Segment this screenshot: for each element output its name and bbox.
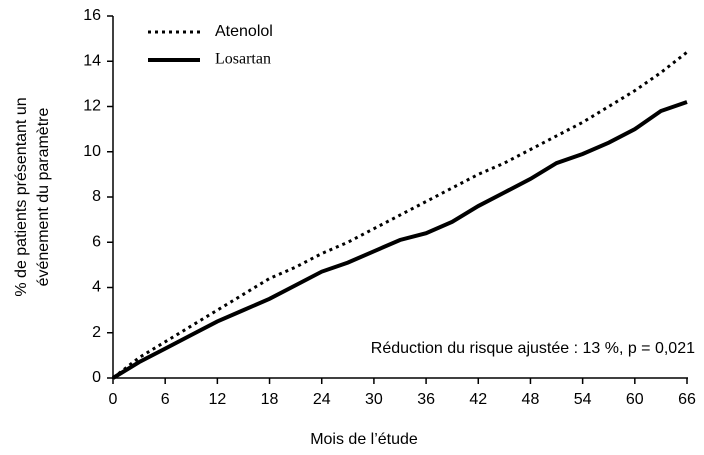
x-tick-label: 42	[469, 391, 487, 408]
y-tick-label: 16	[83, 7, 101, 24]
series-line	[112, 51, 688, 380]
series-line	[111, 100, 688, 380]
x-tick-label: 36	[417, 391, 435, 408]
y-tick-label: 4	[92, 279, 101, 296]
x-tick-label: 12	[208, 391, 226, 408]
annotation: Réduction du risque ajustée : 13 %, p = …	[371, 340, 695, 357]
y-tick-label: 14	[83, 52, 101, 69]
x-tick-label: 30	[365, 391, 383, 408]
y-tick-label: 12	[83, 98, 101, 115]
y-axis-label: événement du paramètre	[35, 108, 52, 287]
y-tick-label: 10	[83, 143, 101, 160]
x-tick-label: 18	[261, 391, 279, 408]
legend-label: Atenolol	[215, 23, 273, 40]
y-tick-label: 8	[92, 188, 101, 205]
x-tick-label: 48	[522, 391, 540, 408]
legend-label: Losartan	[215, 51, 271, 68]
x-tick-label: 60	[626, 391, 644, 408]
x-tick-label: 0	[109, 391, 118, 408]
y-tick-label: 6	[92, 233, 101, 250]
x-tick-label: 54	[574, 391, 592, 408]
x-tick-label: 6	[161, 391, 170, 408]
y-axis-label: % de patients présentant un	[13, 97, 30, 296]
x-axis-label: Mois de l’étude	[310, 431, 418, 448]
x-tick-label: 24	[313, 391, 331, 408]
y-tick-label: 2	[92, 324, 101, 341]
x-tick-label: 66	[678, 391, 696, 408]
y-tick-label: 0	[92, 369, 101, 386]
